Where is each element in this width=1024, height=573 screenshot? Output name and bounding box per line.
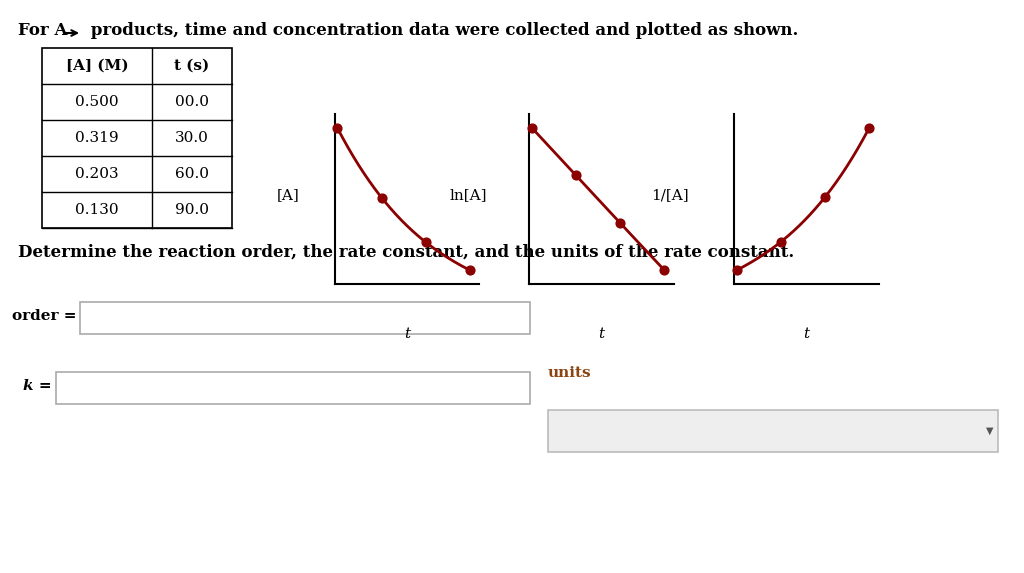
Text: [A] (M): [A] (M) [66,59,128,73]
Text: products, time and concentration data were collected and plotted as shown.: products, time and concentration data we… [85,22,799,39]
Text: [A]: [A] [276,188,299,202]
Text: ▼: ▼ [986,426,993,436]
Point [418,238,434,247]
Bar [548,410,998,452]
Text: 90.0: 90.0 [175,203,209,217]
Text: t (s): t (s) [174,59,210,73]
Text: 0.130: 0.130 [75,203,119,217]
Text: t: t [804,327,809,342]
Point [861,123,878,132]
Point [374,193,390,202]
Text: t: t [599,327,604,342]
Text: k =: k = [24,379,52,393]
Point [656,266,673,275]
Bar [56,372,530,404]
Text: For A: For A [18,22,74,39]
Text: units: units [548,366,592,380]
Point [728,266,744,275]
Point [462,266,478,275]
Bar [80,302,530,334]
Text: 60.0: 60.0 [175,167,209,181]
Text: 30.0: 30.0 [175,131,209,145]
Point [568,171,585,180]
Bar [42,48,232,228]
Text: 0.203: 0.203 [75,167,119,181]
Point [773,237,790,246]
Text: 1/[A]: 1/[A] [651,188,689,202]
Point [817,193,834,202]
Text: order =: order = [11,309,76,323]
Text: 0.500: 0.500 [75,95,119,109]
Point [612,218,629,227]
Text: Determine the reaction order, the rate constant, and the units of the rate const: Determine the reaction order, the rate c… [18,244,795,261]
Text: ln[A]: ln[A] [450,188,487,202]
Point [523,123,540,132]
Text: 0.319: 0.319 [75,131,119,145]
Text: t: t [404,327,410,342]
Text: 00.0: 00.0 [175,95,209,109]
Point [329,123,345,132]
